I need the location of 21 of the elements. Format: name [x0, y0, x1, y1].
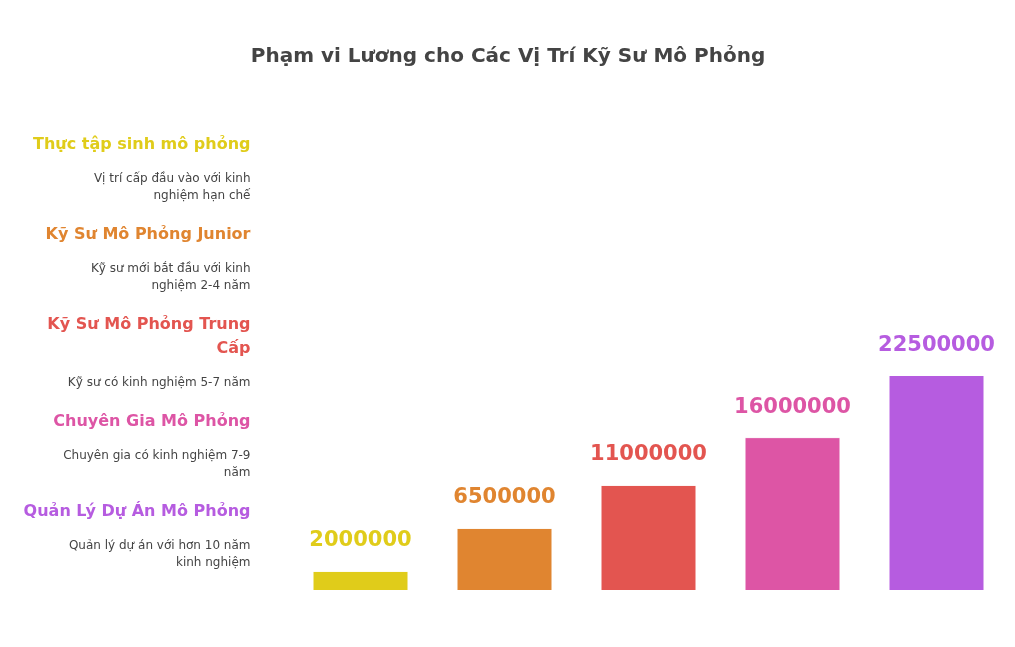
chart-title: Phạm vi Lương cho Các Vị Trí Kỹ Sư Mô Phỏng: [250, 42, 766, 67]
data-label: 22500000: [878, 331, 995, 356]
text: Quản Lý Dự Án Mô Phỏng: [23, 501, 251, 520]
text: Quản lý dự án với hơn 10 năm kinh nghiệm: [68, 537, 251, 569]
text: Kỹ Sư Mô Phỏng Junior: [45, 224, 251, 243]
text: Vị trí cấp đầu vào với kinh nghiệm hạn chế: [93, 170, 252, 202]
bar: [600, 484, 697, 591]
text: Chuyên gia có kinh nghiệm 7-9 năm: [63, 447, 251, 479]
bar: [744, 437, 841, 591]
text: Kỹ Sư Mô Phỏng Trung Cấp: [47, 314, 251, 357]
text: Chuyên Gia Mô Phỏng: [53, 411, 251, 430]
bar: [888, 375, 985, 591]
data-label: 16000000: [734, 393, 851, 418]
bar: [456, 527, 553, 591]
text: Kỹ sư mới bắt đầu với kinh nghiệm 2-4 năm: [90, 260, 251, 292]
text: Thực tập sinh mô phỏng: [33, 134, 251, 153]
data-label: 6500000: [453, 484, 556, 509]
data-label: 11000000: [590, 441, 707, 466]
data-label: 2000000: [309, 527, 412, 552]
bar: [312, 570, 409, 591]
text: Kỹ sư có kinh nghiệm 5-7 năm: [67, 374, 251, 389]
